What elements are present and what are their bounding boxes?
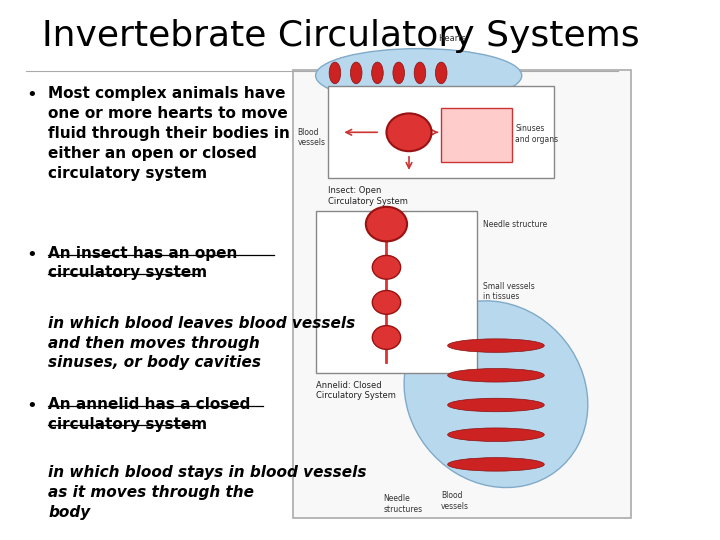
Ellipse shape xyxy=(329,62,341,84)
Ellipse shape xyxy=(414,62,426,84)
Text: Sinuses
and organs: Sinuses and organs xyxy=(516,124,559,144)
Text: in which blood stays in blood vessels
as it moves through the
body: in which blood stays in blood vessels as… xyxy=(48,465,366,520)
Text: Annelid: Closed
Circulatory System: Annelid: Closed Circulatory System xyxy=(315,381,395,400)
Circle shape xyxy=(372,255,400,279)
Ellipse shape xyxy=(436,62,447,84)
Text: •: • xyxy=(26,397,37,415)
Text: An insect has an open
circulatory system: An insect has an open circulatory system xyxy=(48,246,238,280)
Text: •: • xyxy=(26,246,37,264)
Bar xyxy=(441,108,512,162)
Ellipse shape xyxy=(404,301,588,488)
Circle shape xyxy=(366,207,407,241)
Text: Most complex animals have
one or more hearts to move
fluid through their bodies : Most complex animals have one or more he… xyxy=(48,86,290,180)
Text: Blood
vessels: Blood vessels xyxy=(441,491,469,511)
Bar xyxy=(328,86,554,178)
Text: Small vessels
in tissues: Small vessels in tissues xyxy=(483,282,535,301)
Text: Hearts: Hearts xyxy=(438,34,466,43)
Ellipse shape xyxy=(448,368,544,382)
Text: in which blood leaves blood vessels
and then moves through
sinuses, or body cavi: in which blood leaves blood vessels and … xyxy=(48,316,356,370)
Ellipse shape xyxy=(448,428,544,442)
Text: Invertebrate Circulatory Systems: Invertebrate Circulatory Systems xyxy=(42,19,639,53)
Text: Insect: Open
Circulatory System: Insect: Open Circulatory System xyxy=(328,186,408,206)
Text: Needle
structures: Needle structures xyxy=(383,494,423,514)
Ellipse shape xyxy=(372,62,383,84)
Bar xyxy=(315,211,477,373)
Text: •: • xyxy=(26,86,37,104)
Circle shape xyxy=(387,113,431,151)
Circle shape xyxy=(372,326,400,349)
Text: Blood
vessels: Blood vessels xyxy=(297,128,325,147)
Ellipse shape xyxy=(393,62,405,84)
Circle shape xyxy=(372,291,400,314)
Ellipse shape xyxy=(351,62,362,84)
FancyBboxPatch shape xyxy=(293,70,631,518)
Text: An annelid has a closed
circulatory system: An annelid has a closed circulatory syst… xyxy=(48,397,251,431)
Text: Needle structure: Needle structure xyxy=(483,220,547,228)
Ellipse shape xyxy=(448,399,544,411)
Ellipse shape xyxy=(448,339,544,352)
Ellipse shape xyxy=(448,457,544,471)
Ellipse shape xyxy=(315,49,522,103)
